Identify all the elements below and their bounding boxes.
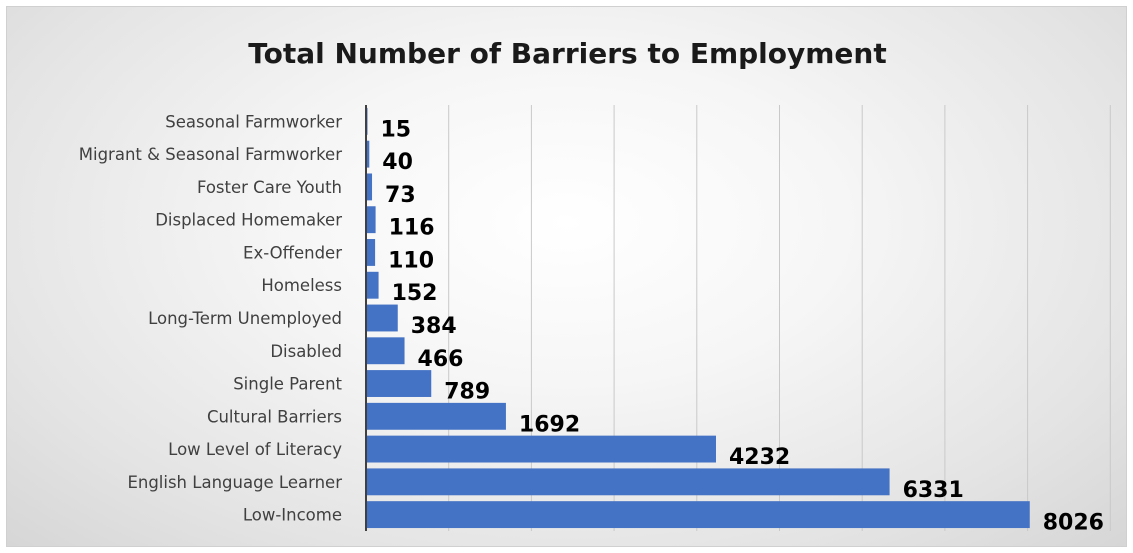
chart-frame: Total Number of Barriers to Employment S… [6,6,1127,547]
value-label: 152 [392,281,438,306]
category-label: Low Level of Literacy [168,440,342,459]
bar [366,304,398,332]
value-label: 789 [444,380,490,405]
bar-chart: Seasonal Farmworker Migrant & Seasonal Fa… [79,105,1111,536]
value-label: 6331 [903,478,964,503]
category-label: Migrant & Seasonal Farmworker [79,145,342,164]
value-label: 40 [382,150,413,175]
category-label: Cultural Barriers [207,407,342,426]
bar [366,337,405,365]
value-label: 116 [389,216,435,241]
bar [366,468,890,496]
bar [366,173,373,201]
bar [366,501,1030,529]
category-label: Displaced Homemaker [155,211,342,230]
chart-title: Total Number of Barriers to Employment [248,37,887,70]
category-label: Low-Income [243,506,342,525]
category-label: Single Parent [233,375,342,394]
category-label: Long-Term Unemployed [148,309,342,328]
value-label: 8026 [1043,511,1104,536]
bar [366,239,376,266]
gridlines [448,105,1111,531]
category-label: Homeless [261,276,342,295]
value-label: 466 [418,347,464,372]
value-label: 15 [381,117,412,142]
value-labels: 15 40 73 116 110 152 384 466 789 1692 4232 6331 8026 [381,117,1104,535]
category-label: Ex-Offender [243,243,342,262]
bar [366,402,506,430]
category-label: Disabled [270,342,342,361]
value-label: 1692 [519,412,580,437]
bar [366,370,432,397]
category-label: Seasonal Farmworker [165,112,342,131]
value-label: 384 [411,314,457,339]
bars [366,107,1030,529]
category-label: Foster Care Youth [197,178,342,197]
bar [366,271,379,299]
value-label: 4232 [729,445,790,470]
value-label: 110 [388,248,434,273]
category-labels: Seasonal Farmworker Migrant & Seasonal Fa… [79,112,343,524]
bar [366,140,370,168]
value-label: 73 [385,183,416,208]
category-label: English Language Learner [127,473,342,492]
bar [366,206,376,234]
bar [366,435,716,463]
